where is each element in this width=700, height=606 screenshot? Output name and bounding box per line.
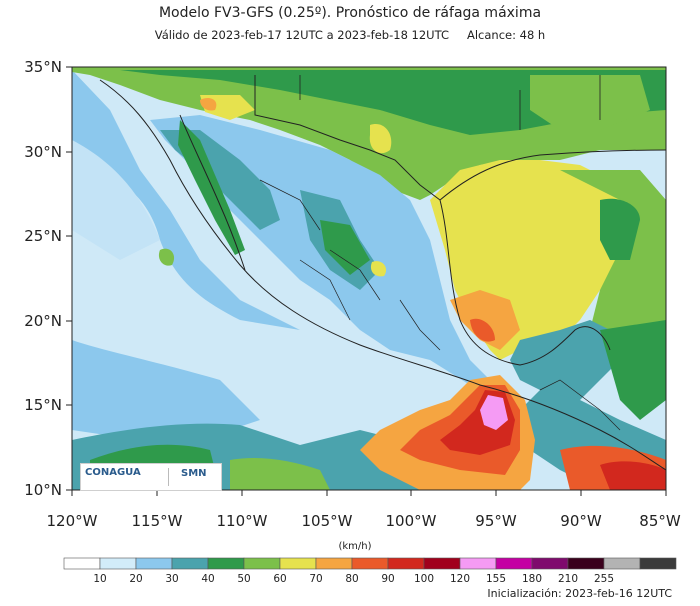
map-frame [71,66,667,491]
lon-label-110: 110°W [217,512,268,530]
colorbar-bin [639,557,677,570]
lat-label-15: 15°N [24,396,62,414]
yucatan-peninsula [510,320,620,400]
plateau-yellow-spot [370,261,387,277]
colorbar-bin [351,557,389,570]
us-mexico-border [254,75,441,201]
colorbar-bin [495,557,533,570]
forecast-map: 35°N 30°N 25°N 20°N 15°N 10°N 120°W 115°… [24,58,681,530]
lat-label-30: 30°N [24,143,62,161]
colorbar-tick-label: 90 [381,573,394,585]
colorbar-tick-label: 100 [414,573,434,585]
colorbar-bin [459,557,497,570]
colorbar-tick-label: 10 [93,573,106,585]
lon-label-85: 85°W [639,512,681,530]
forecast-range: Alcance: 48 h [466,28,546,42]
baja-green-spot [158,248,175,266]
colorbar-bin [423,557,461,570]
chart-title: Modelo FV3-GFS (0.25º). Pronóstico de rá… [158,5,542,21]
colorbar-tick-label: 255 [594,573,614,585]
gulf-coastline [439,199,611,366]
lat-label-20: 20°N [24,312,62,330]
colorbar-tick-label: 180 [522,573,542,585]
tehuantepec-north-red [470,318,495,342]
colorbar-tick-label: 70 [309,573,322,585]
gulf-east-green [560,170,666,340]
colorbar-tick-label: 210 [558,573,578,585]
colorbar-bin [315,557,353,570]
colorbar-tick-label: 60 [273,573,286,585]
colorbar-unit: (km/h) [338,541,372,552]
conagua-logo: CONAGUA [85,467,141,478]
initialization-time: Inicialización: 2023-feb-16 12UTC [487,587,672,600]
caribbean-green [600,320,666,420]
lon-label-120: 120°W [47,512,98,530]
colorbar-tick-label: 20 [129,573,142,585]
valid-period: Válido de 2023-feb-17 12UTC a 2023-feb-1… [154,28,449,42]
arizona-orange-spot [200,98,217,111]
colorbar-bin [63,557,101,570]
us-state-borders [299,75,601,130]
lat-label-35: 35°N [24,58,62,76]
baja-coastline [179,114,246,271]
north-east-patch [530,75,650,130]
colorbar-bin [243,557,281,570]
colorbar-bin [171,557,209,570]
colorbar-tick-label: 120 [450,573,470,585]
baja-california [178,120,245,255]
tehuantepec-jet-max [480,395,508,430]
us-gulf-coastline [439,149,666,201]
papagayo-core [600,461,666,490]
lon-label-100: 100°W [386,512,437,530]
smn-logo: SMN [181,468,207,479]
lon-ticks: 120°W 115°W 110°W 105°W 100°W 95°W 90°W … [47,490,681,530]
colorbar-tick-label: 30 [165,573,178,585]
texas-yellow-patch [369,124,392,154]
gulf-east-dark [600,198,640,260]
lat-label-10: 10°N [24,481,62,499]
colorbar-bin [531,557,569,570]
mexico-state-borders [259,179,441,351]
colorbar-bin [387,557,425,570]
colorbar-tick-label: 40 [201,573,214,585]
central-plateau-green [320,220,370,275]
lat-ticks: 35°N 30°N 25°N 20°N 15°N 10°N [24,58,72,499]
central-america-borders [539,379,621,431]
pacific-south-lightgreen [230,458,330,490]
map-field [72,67,666,490]
lon-label-90: 90°W [560,512,602,530]
logo-divider [168,468,169,486]
north-land-dark [120,70,666,135]
pacific-south-band [72,340,260,440]
colorbar-bin [207,557,245,570]
colorbar-bin [99,557,137,570]
tehuantepec-north-orange [450,290,520,350]
pacific-light-patch [72,140,160,260]
lon-label-105: 105°W [302,512,353,530]
colorbar-bin [279,557,317,570]
lon-label-115: 115°W [132,512,183,530]
colorbar-tick-label: 155 [486,573,506,585]
chart-subtitle: Válido de 2023-feb-17 12UTC a 2023-feb-1… [0,28,700,42]
colorbar-bin [567,557,605,570]
colorbar: 10 20 30 40 50 60 70 80 90 100 120 155 180 210 255 [63,557,677,585]
colorbar-tick-label: 50 [237,573,250,585]
colorbar-tick-label: 80 [345,573,358,585]
lon-label-95: 95°W [475,512,517,530]
pacific-coastline [99,79,666,471]
colorbar-bin [603,557,641,570]
colorbar-bin [135,557,173,570]
institution-logos: CONAGUA SMN [80,463,222,491]
lat-label-25: 25°N [24,227,62,245]
pacific-coastal-band [72,70,300,330]
